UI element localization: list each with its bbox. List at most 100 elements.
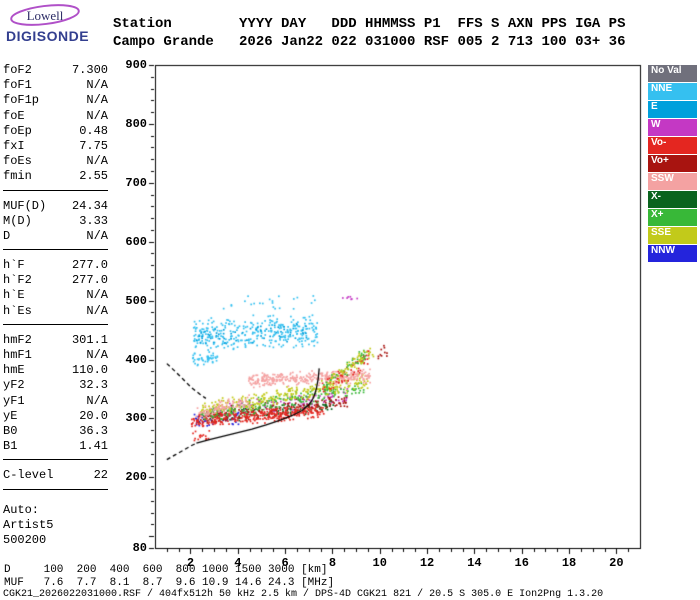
parameter-group: hmF2 301.1 hmF1 N/A hmE 110.0 yF2 32.3 yF1 N/A yE 2… [3,333,108,461]
station-header-values: Campo Grande 2026 Jan22 022 031000 RSF 0… [113,34,626,50]
logo-swoosh-icon [10,4,80,26]
legend-item-E: E [648,101,697,118]
y-tick-label: 500 [125,293,147,308]
parameter-label: h`F2 [3,273,32,288]
parameter-row-fmin: fmin 2.55 [3,169,108,184]
parameter-label: h`F [3,258,25,273]
parameter-value: N/A [86,303,108,318]
y-tick-label: 200 [125,470,147,485]
parameter-row-hmE: hmE 110.0 [3,363,108,378]
parameter-row-foE: foE N/A [3,109,108,124]
parameter-group: MUF(D) 24.34 M(D) 3.33 D N/A [3,199,108,251]
legend-item-X+: X+ [648,209,697,226]
parameter-value: 7.300 [71,63,108,77]
parameter-row-hmF2: hmF2 301.1 [3,333,108,348]
parameter-row-foF2: foF2 7.300 [3,63,108,78]
x-tick-label: 8 [328,556,337,570]
autoscaling-line: 500200 [3,532,47,547]
parameter-row-yF1: yF1 N/A [3,394,108,409]
parameter-value: N/A [86,108,108,123]
parameter-row-B1: B1 1.41 [3,439,108,454]
x-tick-label: 18 [561,556,577,570]
parameter-value: 20.0 [79,408,108,423]
parameter-row-foF1: foF1 N/A [3,78,108,93]
ionogram-plot: 2 4 6 8 10 12 14 16 18 20 900 800 700 600 500 400 300 20… [125,58,650,570]
x-tick-label: 16 [514,556,529,570]
x-tick-label: 4 [234,556,242,570]
parameter-label: B0 [3,423,18,438]
x-tick-label: 6 [281,556,289,570]
parameter-label: foF1p [3,93,40,108]
legend-item-Vo-: Vo- [648,137,697,154]
legend-item-NNE: NNE [648,83,697,100]
parameter-row-MUF(D): MUF(D) 24.34 [3,199,108,214]
parameter-group: foF2 7.300 foF1 N/A foF1p N/A foE N/A foEp 0.48 fx… [3,63,108,191]
parameter-label: fmin [3,169,32,184]
x-tick-label: 12 [419,556,435,570]
parameter-value: N/A [86,154,108,169]
parameter-row-yF2: yF2 32.3 [3,378,108,393]
x-tick-label: 10 [372,556,387,570]
parameter-value: N/A [86,78,108,93]
distance-row: D 100 200 400 600 800 1000 1500 3000 [km… [4,564,328,576]
parameter-value: 22 [93,468,108,483]
ionogram-canvas [140,60,650,558]
parameter-value: 3.33 [79,213,108,228]
parameter-row-fxI: fxI 7.75 [3,139,108,154]
parameter-value: 7.75 [79,138,108,153]
logo-top: Lowell [6,4,102,28]
x-tick-label: 14 [467,556,482,570]
y-tick-label: 300 [125,411,147,426]
parameter-label: D [3,228,11,243]
y-tick-label: 900 [125,58,147,72]
parameter-value: 301.1 [71,332,108,347]
parameter-table: foF2 7.300 foF1 N/A foF1p N/A foE N/A foEp 0.48 fx… [3,63,108,548]
parameter-row-yE: yE 20.0 [3,409,108,424]
y-tick-label: 800 [125,116,147,131]
parameter-value: N/A [86,228,108,243]
logo-digisonde-text: DIGISONDE [6,28,90,44]
station-header-labels: Station YYYY DAY DDD HHMMSS P1 FFS S AXN… [113,16,626,32]
parameter-label: h`Es [3,303,32,318]
parameter-group: C-level 22 [3,468,108,490]
parameter-label: yF2 [3,378,25,393]
parameter-label: C-level [3,468,54,483]
parameter-value: 32.3 [79,378,108,393]
parameter-row-hmF1: hmF1 N/A [3,348,108,363]
parameter-group: h`F 277.0 h`F2 277.0 h`E N/A h`Es N/A [3,258,108,325]
parameter-row-h`Es: h`Es N/A [3,304,108,319]
x-tick-label: 20 [609,556,624,570]
parameter-value: N/A [86,348,108,362]
parameter-row-B0: B0 36.3 [3,424,108,439]
parameter-row-foEp: foEp 0.48 [3,124,108,139]
parameter-label: foE [3,108,25,123]
parameter-value: 24.34 [71,198,108,213]
parameter-label: yE [3,408,18,423]
autoscaling-line: Artist5 [3,517,54,532]
legend-item-W: W [648,119,697,136]
parameter-label: M(D) [3,213,32,228]
parameter-value: 110.0 [71,363,108,378]
parameter-row-h`F2: h`F2 277.0 [3,273,108,288]
legend-item-SSW: SSW [648,173,697,190]
legend-item-Vo+: Vo+ [648,155,697,172]
parameter-row-foEs: foEs N/A [3,154,108,169]
y-tick-label: 400 [125,352,147,367]
y-tick-label: 80 [132,541,147,555]
parameter-label: hmF1 [3,348,32,362]
parameter-value: N/A [86,393,108,408]
logo-lowell-text: Lowell [26,8,64,23]
parameter-label: MUF(D) [3,198,47,213]
parameter-label: fxI [3,138,25,153]
parameter-row-h`E: h`E N/A [3,288,108,303]
parameter-label: yF1 [3,393,25,408]
parameter-label: h`E [3,288,25,303]
parameter-label: foEs [3,154,32,169]
autoscaling-line: Auto: [3,502,40,517]
parameter-label: foF2 [3,63,32,77]
parameter-value: 36.3 [79,423,108,438]
parameter-label: foF1 [3,78,32,93]
footer-info: CGK21_2026022031000.RSF / 404fx512h 50 k… [3,589,604,600]
parameter-row-C-level: C-level 22 [3,468,108,483]
